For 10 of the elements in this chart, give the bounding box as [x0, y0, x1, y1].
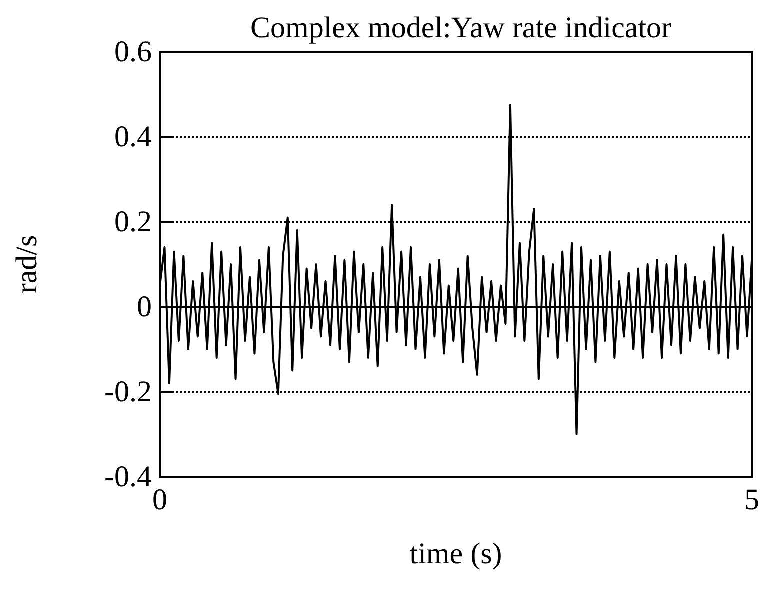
x-tick-label: 5	[744, 484, 760, 516]
y-axis-title: rad/s	[10, 235, 44, 294]
y-tick-label: 0.6	[114, 36, 152, 68]
y-tick-label: 0.2	[114, 206, 152, 238]
x-axis-title: time (s)	[410, 538, 502, 570]
y-tick-label: 0.4	[114, 120, 152, 154]
chart-title: Complex model:Yaw rate indicator	[250, 12, 672, 44]
y-tick-label: -0.4	[104, 460, 152, 494]
y-tick-label: -0.2	[104, 376, 152, 408]
y-tick-label: 0	[137, 290, 152, 324]
